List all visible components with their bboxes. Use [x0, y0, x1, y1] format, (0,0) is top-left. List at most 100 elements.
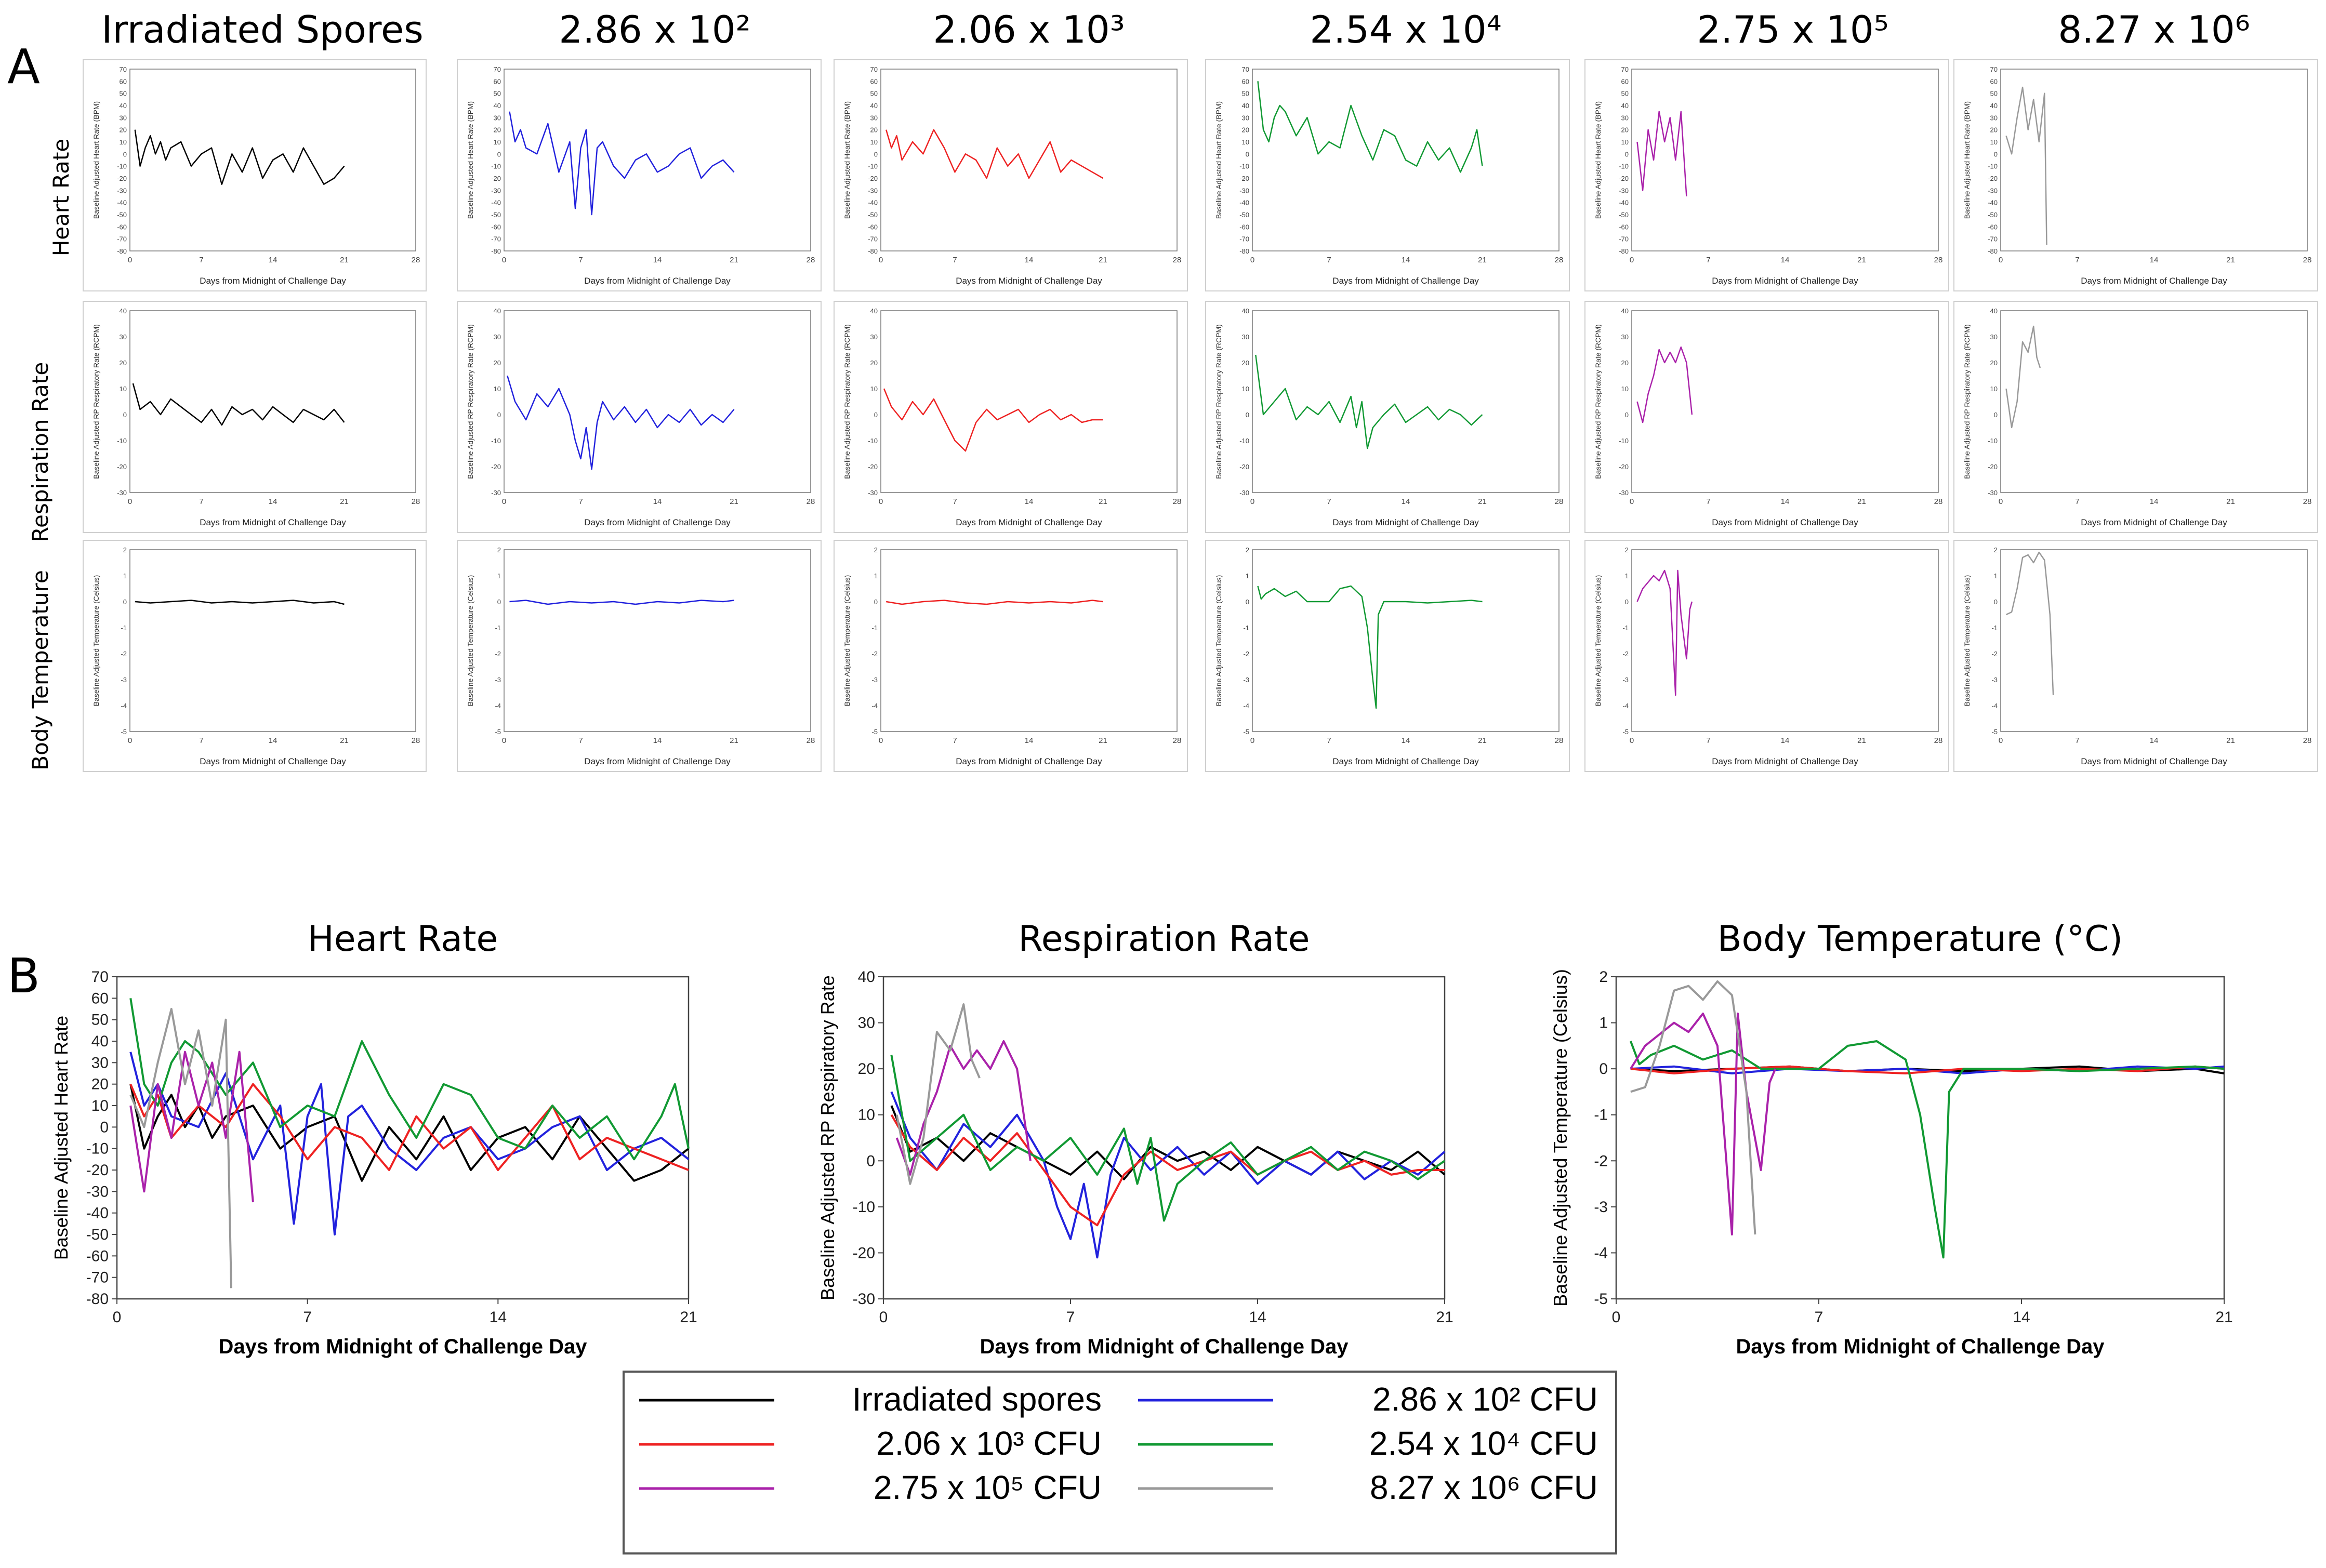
small-y-axis-label: Baseline Adjusted Heart Rate (BPM) [843, 101, 851, 219]
small-panel: 0 7 14 21 28 40 30 20 10 0 -10 -20 -30 Baseline Adjus… [834, 301, 1188, 533]
x-axis-label: Days from Midnight of Challenge Day [219, 1335, 588, 1358]
small-y-tick-label: -10 [491, 437, 501, 445]
small-y-tick-label: -70 [1988, 235, 1998, 243]
small-plot-area [2000, 310, 2308, 493]
small-plot-area [504, 310, 811, 493]
x-tick-label: 7 [303, 1309, 312, 1326]
small-x-tick-label: 14 [1025, 736, 1034, 745]
small-y-tick-label: 40 [1242, 102, 1249, 110]
small-panel-frame [834, 59, 1188, 291]
y-tick-label: 40 [858, 968, 875, 986]
small-y-tick-label: -4 [1243, 702, 1249, 710]
small-y-tick-label: 30 [494, 333, 501, 341]
small-y-tick-label: -60 [868, 223, 878, 231]
small-x-tick-label: 28 [412, 497, 420, 506]
small-y-tick-label: -70 [1619, 235, 1629, 243]
small-y-tick-label: -80 [491, 247, 501, 255]
small-y-tick-label: -10 [117, 163, 127, 170]
legend-label: 8.27 x 10⁶ CFU [1370, 1469, 1598, 1506]
small-panel-frame [1953, 59, 2318, 291]
small-y-tick-label: 0 [874, 411, 878, 419]
y-tick-label: -30 [853, 1291, 875, 1308]
small-y-tick-label: -60 [1988, 223, 1998, 231]
y-axis-label: Baseline Adjusted Heart Rate [50, 1016, 72, 1260]
small-y-tick-label: -40 [117, 199, 127, 207]
small-plot-area [2000, 69, 2308, 251]
x-tick-label: 7 [1815, 1309, 1823, 1326]
y-tick-label: 10 [91, 1097, 109, 1114]
small-y-tick-label: 20 [870, 359, 878, 367]
small-x-tick-label: 21 [340, 736, 349, 745]
small-panel-frame [834, 540, 1188, 772]
small-y-axis-label: Baseline Adjusted Heart Rate (BPM) [466, 101, 474, 219]
small-x-tick-label: 21 [340, 497, 349, 506]
small-y-axis-label: Baseline Adjusted RP Respiratory Rate (R… [1594, 324, 1602, 479]
small-x-tick-label: 21 [2226, 497, 2235, 506]
x-tick-label: 0 [113, 1309, 122, 1326]
series-line-5 [129, 1008, 232, 1288]
small-y-tick-label: 70 [1621, 65, 1629, 73]
y-tick-label: 20 [91, 1076, 109, 1093]
small-y-tick-label: -30 [1619, 187, 1629, 194]
small-y-tick-label: -40 [1619, 199, 1629, 207]
small-y-tick-label: -70 [868, 235, 878, 243]
small-y-tick-label: 0 [874, 150, 878, 158]
small-y-tick-label: -2 [495, 650, 501, 658]
small-x-tick-label: 0 [128, 256, 132, 264]
small-y-tick-label: 0 [123, 598, 127, 606]
small-y-tick-label: 40 [494, 102, 501, 110]
small-x-tick-label: 21 [730, 736, 738, 745]
small-y-tick-label: 10 [1242, 385, 1249, 393]
x-tick-label: 14 [2013, 1309, 2030, 1326]
small-y-tick-label: 70 [494, 65, 501, 73]
small-y-tick-label: -5 [1243, 728, 1249, 736]
small-series-line [135, 600, 345, 605]
small-y-tick-label: 30 [1990, 114, 1998, 122]
small-y-tick-label: 0 [123, 150, 127, 158]
small-y-tick-label: 0 [497, 150, 501, 158]
small-y-tick-label: 30 [1990, 333, 1998, 341]
small-y-tick-label: 1 [874, 572, 878, 580]
y-tick-label: -5 [1594, 1291, 1608, 1308]
y-tick-label: 0 [100, 1119, 109, 1136]
small-y-tick-label: 20 [870, 126, 878, 134]
series-line-2 [1630, 1065, 2225, 1074]
y-tick-label: -80 [86, 1291, 109, 1308]
small-y-tick-label: -40 [1239, 199, 1249, 207]
small-y-tick-label: -3 [871, 676, 878, 684]
small-panel: 0 7 14 21 28 70 60 50 40 30 20 10 0 -10 -20 -30 -40 -50 -6… [1584, 59, 1949, 291]
small-y-tick-label: 30 [494, 114, 501, 122]
small-y-tick-label: -4 [495, 702, 501, 710]
small-y-tick-label: 30 [1242, 114, 1249, 122]
small-y-tick-label: -5 [871, 728, 878, 736]
small-panel-frame [83, 59, 427, 291]
small-x-axis-label: Days from Midnight of Challenge Day [1712, 517, 1858, 527]
y-tick-label: -60 [86, 1247, 109, 1265]
small-x-tick-label: 0 [1250, 256, 1254, 264]
small-y-tick-label: 2 [1994, 546, 1998, 554]
small-panel: 0 7 14 21 28 40 30 20 10 0 -10 -20 -30 Baseline Adjus… [1205, 301, 1570, 533]
small-y-tick-label: 10 [1242, 138, 1249, 146]
series-line-5 [1630, 980, 1756, 1235]
small-x-tick-label: 21 [1478, 497, 1487, 506]
small-x-tick-label: 14 [1025, 497, 1034, 506]
small-y-tick-label: 2 [123, 546, 127, 554]
small-x-tick-label: 7 [1706, 736, 1710, 745]
small-panel-frame [457, 301, 822, 533]
small-y-tick-label: 0 [1625, 598, 1629, 606]
small-y-tick-label: 30 [870, 333, 878, 341]
small-plot-area [2000, 549, 2308, 732]
small-panel-frame [457, 59, 822, 291]
x-tick-label: 21 [2215, 1309, 2232, 1326]
column-header-827e6: 8.27 x 10⁶ [2058, 8, 2250, 51]
small-y-tick-label: 50 [1242, 90, 1249, 98]
small-y-tick-label: -20 [868, 463, 878, 471]
small-x-axis-label: Days from Midnight of Challenge Day [584, 756, 731, 766]
small-panel-frame [1205, 301, 1570, 533]
small-y-tick-label: 50 [1621, 90, 1629, 98]
small-y-tick-label: -30 [1619, 489, 1629, 497]
small-x-tick-label: 14 [2150, 256, 2159, 264]
small-x-tick-label: 0 [1999, 736, 2003, 745]
small-y-tick-label: 40 [494, 307, 501, 315]
small-y-tick-label: 30 [120, 333, 127, 341]
